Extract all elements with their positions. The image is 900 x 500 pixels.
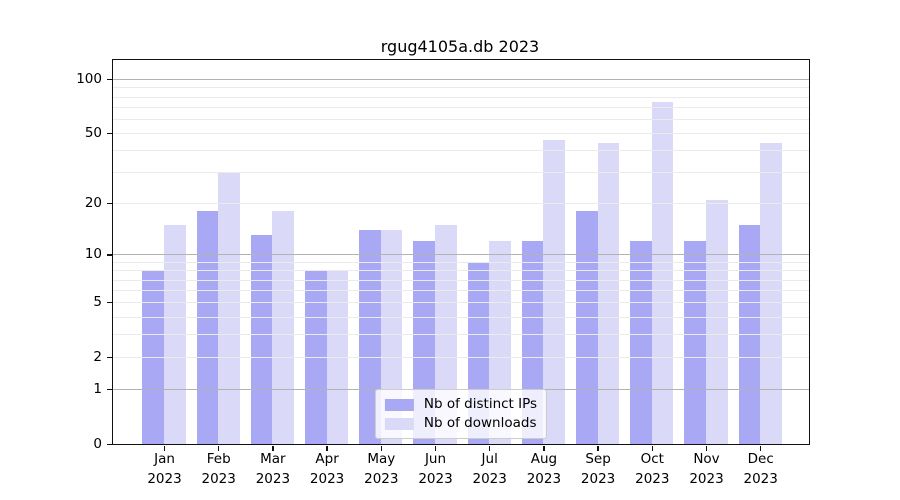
bar-distinct-ips-apr bbox=[304, 270, 327, 444]
x-tick-year: 2023 bbox=[635, 470, 670, 487]
bar-downloads-aug bbox=[543, 139, 566, 444]
x-tick-year: 2023 bbox=[472, 470, 507, 487]
x-tick-mark-nov bbox=[705, 446, 708, 451]
y-tick-label-5: 5 bbox=[93, 294, 102, 311]
x-tick-year: 2023 bbox=[580, 470, 616, 487]
bar-distinct-ips-feb bbox=[196, 211, 219, 444]
bar-distinct-ips-dec bbox=[738, 224, 761, 444]
bar-distinct-ips-nov bbox=[684, 241, 706, 444]
y-tick-mark-5 bbox=[107, 302, 112, 304]
legend-item-downloads: Nb of downloads bbox=[384, 414, 537, 433]
x-tick-month: Jun bbox=[424, 451, 447, 467]
x-tick-label-aug: Aug 2023 bbox=[513, 450, 575, 489]
x-tick-label-sep: Sep 2023 bbox=[567, 450, 629, 489]
x-tick-mark-mar bbox=[272, 446, 274, 451]
x-tick-label-oct: Oct 2023 bbox=[621, 450, 683, 489]
y-tick-label-0: 0 bbox=[93, 436, 102, 452]
x-tick-month: Feb bbox=[206, 451, 231, 467]
x-tick-year: 2023 bbox=[526, 470, 562, 487]
x-tick-month: Aug bbox=[530, 451, 558, 467]
x-tick-year: 2023 bbox=[418, 470, 453, 487]
bar-distinct-ips-sep bbox=[575, 211, 598, 444]
x-tick-year: 2023 bbox=[743, 470, 778, 487]
legend-label-distinct-ips: Nb of distinct IPs bbox=[423, 396, 538, 412]
x-tick-month: Mar bbox=[260, 451, 286, 467]
bar-downloads-feb bbox=[218, 172, 240, 444]
x-tick-mark-sep bbox=[597, 446, 599, 451]
plot-area: Nb of distinct IPs Nb of downloads bbox=[112, 59, 810, 445]
x-tick-month: Sep bbox=[585, 451, 611, 467]
x-tick-year: 2023 bbox=[364, 470, 399, 487]
x-tick-label-jun: Jun 2023 bbox=[405, 450, 467, 489]
y-tick-mark-1 bbox=[107, 389, 112, 391]
x-tick-mark-apr bbox=[326, 446, 328, 451]
y-tick-label-50: 50 bbox=[84, 125, 102, 142]
bar-downloads-oct bbox=[651, 101, 674, 444]
x-tick-month: Dec bbox=[747, 451, 774, 467]
legend-item-distinct-ips: Nb of distinct IPs bbox=[384, 395, 538, 414]
y-tick-label-1: 1 bbox=[93, 381, 102, 398]
x-tick-mark-feb bbox=[218, 446, 220, 451]
x-tick-month: Apr bbox=[315, 451, 339, 467]
x-tick-label-feb: Feb 2023 bbox=[188, 450, 250, 489]
x-tick-year: 2023 bbox=[309, 470, 345, 487]
y-tick-label-2: 2 bbox=[93, 349, 102, 366]
x-tick-mark-dec bbox=[760, 446, 762, 451]
y-tick-mark-100 bbox=[107, 78, 112, 81]
x-tick-mark-aug bbox=[543, 446, 545, 451]
legend-swatch-downloads bbox=[384, 417, 414, 430]
x-tick-mark-jul bbox=[489, 446, 491, 451]
bars-layer bbox=[113, 60, 809, 444]
y-tick-mark-0 bbox=[107, 443, 112, 446]
bar-distinct-ips-mar bbox=[250, 235, 273, 444]
x-tick-label-jan: Jan 2023 bbox=[134, 450, 196, 489]
y-tick-label-20: 20 bbox=[84, 195, 102, 212]
x-tick-mark-jun bbox=[434, 446, 437, 451]
x-tick-mark-oct bbox=[651, 446, 653, 451]
x-tick-month: Jul bbox=[481, 451, 498, 467]
chart-title: rgug4105a.db 2023 bbox=[380, 37, 540, 56]
bar-downloads-mar bbox=[272, 211, 295, 444]
bar-distinct-ips-oct bbox=[630, 241, 652, 444]
x-tick-label-jul: Jul 2023 bbox=[459, 450, 521, 489]
x-tick-month: Nov bbox=[693, 451, 720, 467]
y-tick-mark-10 bbox=[107, 254, 112, 256]
x-tick-mark-jan bbox=[163, 446, 166, 451]
legend: Nb of distinct IPs Nb of downloads bbox=[374, 389, 548, 439]
x-tick-year: 2023 bbox=[147, 470, 182, 487]
bar-distinct-ips-jan bbox=[142, 270, 164, 444]
x-tick-month: May bbox=[367, 451, 396, 467]
legend-swatch-distinct-ips bbox=[384, 398, 414, 411]
x-tick-year: 2023 bbox=[689, 470, 724, 487]
x-tick-label-mar: Mar 2023 bbox=[242, 450, 304, 489]
bar-downloads-nov bbox=[706, 199, 728, 444]
x-tick-month: Jan bbox=[154, 451, 175, 467]
x-tick-label-nov: Nov 2023 bbox=[676, 450, 738, 489]
x-tick-year: 2023 bbox=[201, 470, 236, 487]
bar-downloads-jan bbox=[164, 224, 186, 444]
y-tick-mark-20 bbox=[107, 203, 112, 205]
x-tick-month: Oct bbox=[640, 451, 664, 467]
y-tick-label-10: 10 bbox=[84, 246, 102, 263]
x-tick-label-may: May 2023 bbox=[350, 450, 412, 489]
y-tick-mark-2 bbox=[107, 356, 112, 359]
bar-downloads-dec bbox=[760, 143, 782, 444]
legend-label-downloads: Nb of downloads bbox=[423, 415, 537, 431]
bar-downloads-sep bbox=[597, 143, 620, 444]
x-tick-label-dec: Dec 2023 bbox=[730, 450, 792, 489]
x-tick-mark-may bbox=[380, 446, 382, 451]
y-tick-mark-50 bbox=[107, 132, 112, 135]
y-tick-label-100: 100 bbox=[76, 71, 102, 87]
bar-downloads-apr bbox=[326, 270, 349, 444]
x-tick-label-apr: Apr 2023 bbox=[296, 450, 358, 489]
x-tick-year: 2023 bbox=[255, 470, 291, 487]
